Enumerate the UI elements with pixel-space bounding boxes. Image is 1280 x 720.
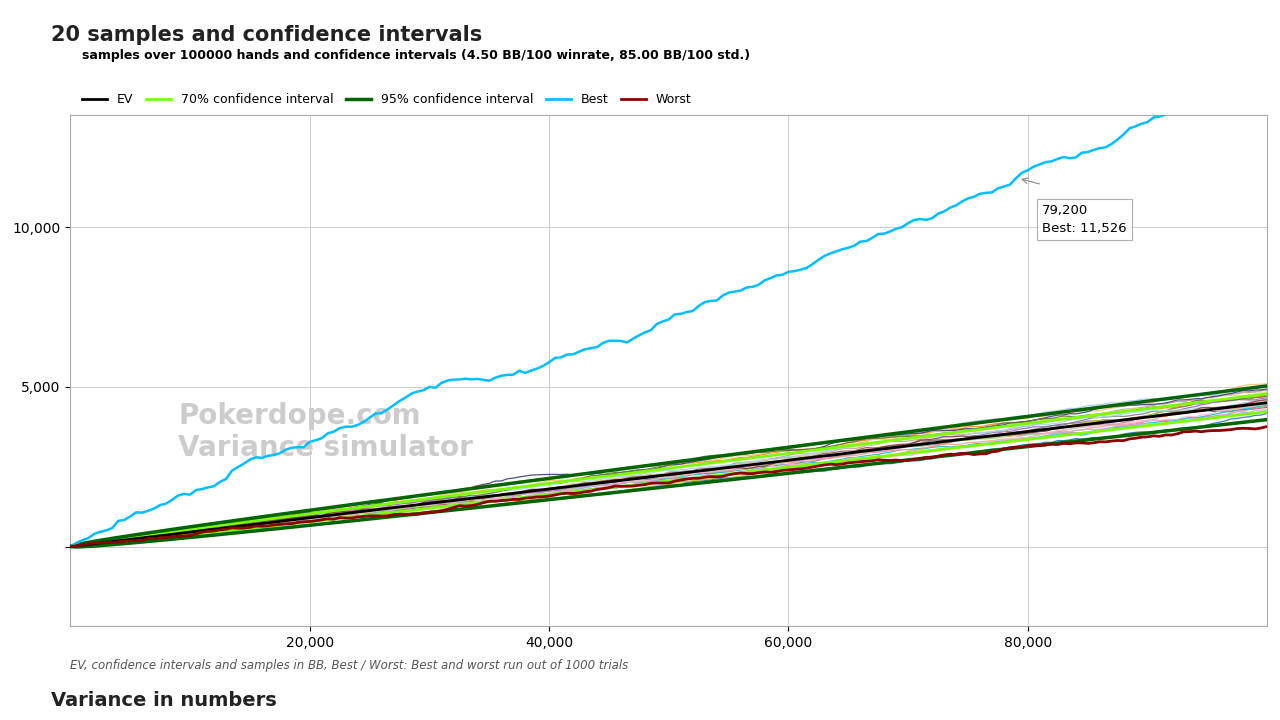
Text: EV, confidence intervals and samples in BB, Best / Worst: Best and worst run out: EV, confidence intervals and samples in … (70, 659, 628, 672)
Text: samples over 100000 hands and confidence intervals (4.50 BB/100 winrate, 85.00 B: samples over 100000 hands and confidence… (82, 49, 750, 62)
Text: 20 samples and confidence intervals: 20 samples and confidence intervals (51, 25, 483, 45)
Legend: EV, 70% confidence interval, 95% confidence interval, Best, Worst: EV, 70% confidence interval, 95% confide… (77, 89, 696, 111)
Text: Variance in numbers: Variance in numbers (51, 691, 276, 710)
Text: Pokerdope.com
Variance simulator: Pokerdope.com Variance simulator (178, 402, 474, 462)
Text: 79,200
Best: 11,526: 79,200 Best: 11,526 (1042, 204, 1126, 235)
